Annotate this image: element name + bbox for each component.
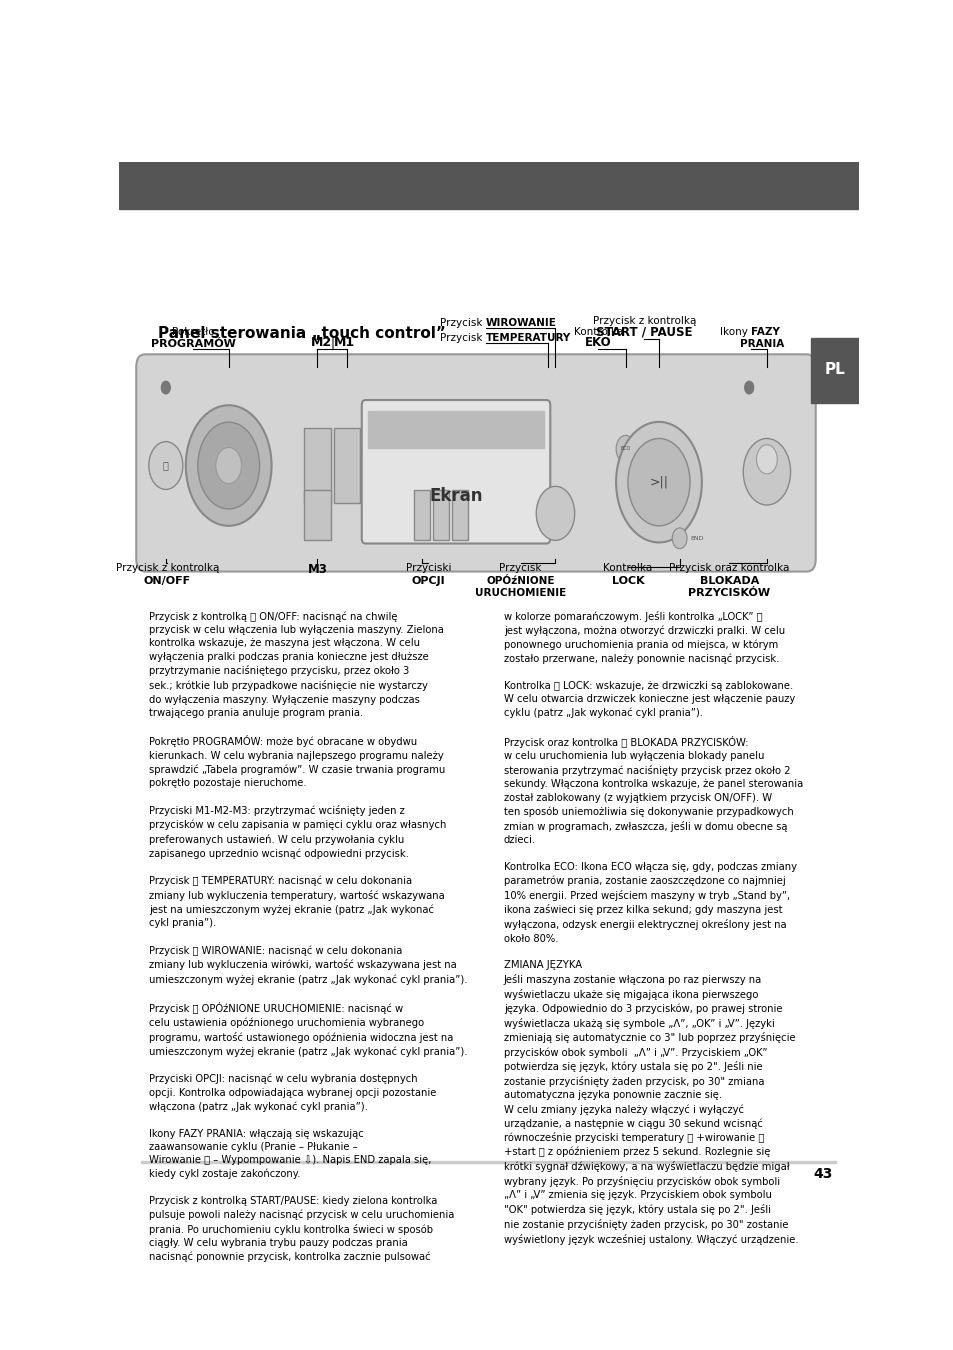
Text: M2: M2: [311, 336, 332, 350]
Circle shape: [197, 423, 259, 509]
Bar: [304, 428, 331, 504]
Text: URUCHOMIENIE: URUCHOMIENIE: [475, 589, 566, 598]
Text: Ikony: Ikony: [719, 327, 750, 336]
Circle shape: [627, 439, 689, 526]
Bar: [413, 490, 430, 540]
Text: Przycisk: Przycisk: [439, 319, 485, 328]
Text: >||: >||: [649, 475, 668, 489]
Text: w kolorze pomarańczowym. Jeśli kontrolka „LOCK” 🔒
jest wyłączona, można otworzyć: w kolorze pomarańczowym. Jeśli kontrolka…: [503, 612, 802, 1245]
Bar: [304, 490, 331, 540]
Bar: [810, 338, 858, 404]
Text: START / PAUSE: START / PAUSE: [596, 325, 692, 339]
Text: FAZY: FAZY: [750, 327, 779, 336]
Text: PRZYCISKÓW: PRZYCISKÓW: [687, 589, 769, 598]
Text: END: END: [689, 536, 702, 541]
Text: Przyciski: Przyciski: [405, 563, 451, 574]
FancyBboxPatch shape: [361, 400, 550, 544]
Circle shape: [742, 439, 790, 505]
Bar: [141, 1161, 836, 1164]
Bar: [119, 162, 858, 209]
Text: Przycisk z kontrolką ⓞ ON/OFF: nacisnąć na chwilę
przycisk w celu włączenia lub : Przycisk z kontrolką ⓞ ON/OFF: nacisnąć …: [149, 612, 467, 1262]
Text: OPCJI: OPCJI: [411, 575, 445, 586]
Text: Pokrętło: Pokrętło: [172, 327, 214, 336]
Bar: [433, 490, 449, 540]
Text: PROGRAMÓW: PROGRAMÓW: [151, 339, 235, 350]
Text: EKO: EKO: [584, 336, 611, 350]
Bar: [368, 410, 543, 448]
Text: LOCK: LOCK: [611, 575, 643, 586]
Circle shape: [161, 381, 170, 394]
Text: PRANIA: PRANIA: [740, 339, 783, 350]
Circle shape: [616, 421, 701, 543]
Text: WIROWANIE: WIROWANIE: [485, 319, 557, 328]
Text: ECO: ECO: [620, 447, 630, 451]
Text: Przycisk: Przycisk: [499, 563, 541, 574]
Bar: [452, 490, 468, 540]
Circle shape: [536, 486, 574, 540]
Text: Przycisk oraz kontrolka: Przycisk oraz kontrolka: [668, 563, 788, 574]
Bar: [334, 428, 360, 504]
Text: PL: PL: [823, 362, 844, 378]
Text: BLOKADA: BLOKADA: [699, 575, 758, 586]
Text: ON/OFF: ON/OFF: [144, 575, 191, 586]
Text: Przycisk z kontrolką: Przycisk z kontrolką: [115, 563, 219, 574]
Text: Przycisk z kontrolką: Przycisk z kontrolką: [592, 316, 695, 327]
Circle shape: [616, 436, 635, 463]
Text: |: |: [331, 336, 335, 350]
Text: ⏻: ⏻: [163, 460, 169, 471]
Circle shape: [672, 528, 686, 548]
Circle shape: [756, 444, 777, 474]
Text: OPÓźNIONE: OPÓźNIONE: [486, 575, 555, 586]
Text: Kontrolka: Kontrolka: [573, 327, 622, 336]
Text: TEMPERATURY: TEMPERATURY: [485, 333, 571, 343]
Circle shape: [744, 381, 753, 394]
Circle shape: [215, 447, 241, 483]
Text: 43: 43: [813, 1166, 832, 1181]
Text: Ekran: Ekran: [429, 487, 482, 505]
Text: M1: M1: [334, 336, 355, 350]
Circle shape: [149, 441, 183, 490]
FancyBboxPatch shape: [136, 354, 815, 571]
Text: Panel sterowania „touch control”: Panel sterowania „touch control”: [157, 325, 445, 340]
Text: Kontrolka: Kontrolka: [602, 563, 652, 574]
Text: Przycisk: Przycisk: [439, 333, 485, 343]
Text: M3: M3: [307, 563, 327, 576]
Circle shape: [186, 405, 272, 526]
